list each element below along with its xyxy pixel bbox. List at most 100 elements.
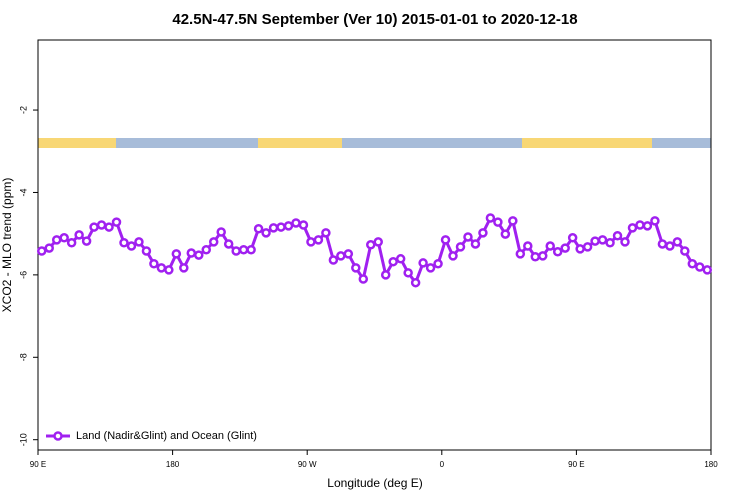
data-point — [440, 235, 451, 245]
data-point — [313, 235, 324, 245]
data-point — [680, 246, 690, 256]
x-axis-label: Longitude (deg E) — [327, 476, 422, 490]
data-point — [657, 239, 668, 249]
y-tick-label: -4 — [18, 188, 28, 196]
data-point — [164, 265, 174, 275]
data-point — [126, 241, 137, 251]
y-tick-label: -8 — [18, 353, 28, 361]
land-band — [522, 138, 652, 148]
ocean-band — [38, 138, 711, 148]
data-point — [141, 246, 152, 256]
y-axis-label: XCO2 - MLO trend (ppm) — [0, 178, 14, 313]
data-point — [51, 235, 62, 245]
x-tick-label: 180 — [166, 460, 180, 469]
x-tick-label: 180 — [704, 460, 718, 469]
x-tick-label: 0 — [440, 460, 445, 469]
x-tick-label: 90 W — [298, 460, 317, 469]
data-point — [268, 223, 279, 233]
y-tick-label: -2 — [18, 106, 28, 114]
data-point — [238, 244, 249, 255]
data-point — [695, 262, 705, 272]
data-point — [515, 249, 526, 259]
chart-title: 42.5N-47.5N September (Ver 10) 2015-01-0… — [172, 11, 577, 28]
data-point — [635, 220, 645, 230]
data-point — [291, 218, 301, 228]
data-point — [433, 258, 443, 269]
data-point — [194, 250, 204, 260]
y-tick-label: -6 — [18, 271, 28, 279]
data-point — [201, 244, 211, 255]
data-point — [463, 232, 473, 242]
data-point — [530, 251, 541, 262]
data-point — [500, 229, 511, 239]
data-point — [81, 236, 92, 246]
data-point — [111, 217, 122, 227]
data-point — [253, 223, 264, 234]
data-point — [455, 242, 466, 252]
data-point — [44, 243, 54, 253]
data-point — [665, 241, 675, 251]
data-point — [508, 216, 518, 226]
data-point — [231, 246, 241, 256]
data-point — [119, 237, 129, 248]
land-band — [258, 138, 342, 148]
data-point — [366, 240, 376, 250]
data-point — [186, 248, 197, 258]
data-point — [448, 251, 458, 261]
data-point — [96, 220, 107, 230]
data-point — [104, 222, 114, 232]
y-tick-label: -10 — [18, 433, 28, 446]
data-point — [410, 277, 421, 288]
data-point — [343, 249, 354, 259]
data-point — [149, 258, 159, 269]
data-point — [59, 233, 69, 243]
data-point — [74, 230, 84, 240]
data-point — [567, 233, 578, 243]
data-point — [246, 244, 256, 255]
data-point — [156, 263, 167, 273]
x-tick-label: 90 E — [568, 460, 584, 469]
data-point — [36, 246, 47, 256]
data-point — [171, 249, 182, 259]
data-point — [208, 237, 219, 247]
data-point — [470, 239, 481, 249]
data-point — [89, 222, 99, 232]
data-point — [523, 241, 533, 251]
data-point — [560, 243, 570, 253]
data-point — [642, 221, 653, 231]
data-point — [336, 251, 346, 261]
data-point — [597, 235, 608, 245]
data-point — [373, 237, 383, 247]
data-point — [590, 236, 600, 246]
data-point — [261, 228, 271, 238]
data-point — [179, 263, 189, 273]
data-point — [403, 268, 413, 278]
data-point — [276, 222, 286, 232]
data-point — [395, 254, 406, 264]
data-point — [552, 247, 563, 257]
data-point — [545, 241, 555, 251]
data-point — [380, 270, 391, 280]
data-point — [223, 239, 234, 249]
data-point — [66, 237, 77, 248]
data-point — [650, 216, 660, 226]
data-point — [306, 237, 316, 247]
plot-frame — [37, 39, 712, 451]
data-point — [425, 263, 436, 273]
data-point — [687, 258, 698, 269]
legend-label: Land (Nadir&Glint) and Ocean (Glint) — [76, 430, 257, 442]
x-tick-label: 90 E — [30, 460, 46, 469]
data-point — [538, 251, 548, 261]
data-point — [582, 242, 593, 252]
data-point — [418, 258, 428, 268]
data-point — [702, 265, 713, 275]
data-point — [298, 220, 309, 230]
data-point — [672, 237, 683, 247]
data-point — [388, 256, 398, 267]
data-point — [485, 213, 496, 223]
land-ocean-strip — [38, 138, 711, 148]
data-point — [134, 237, 144, 247]
data-point — [575, 244, 585, 254]
